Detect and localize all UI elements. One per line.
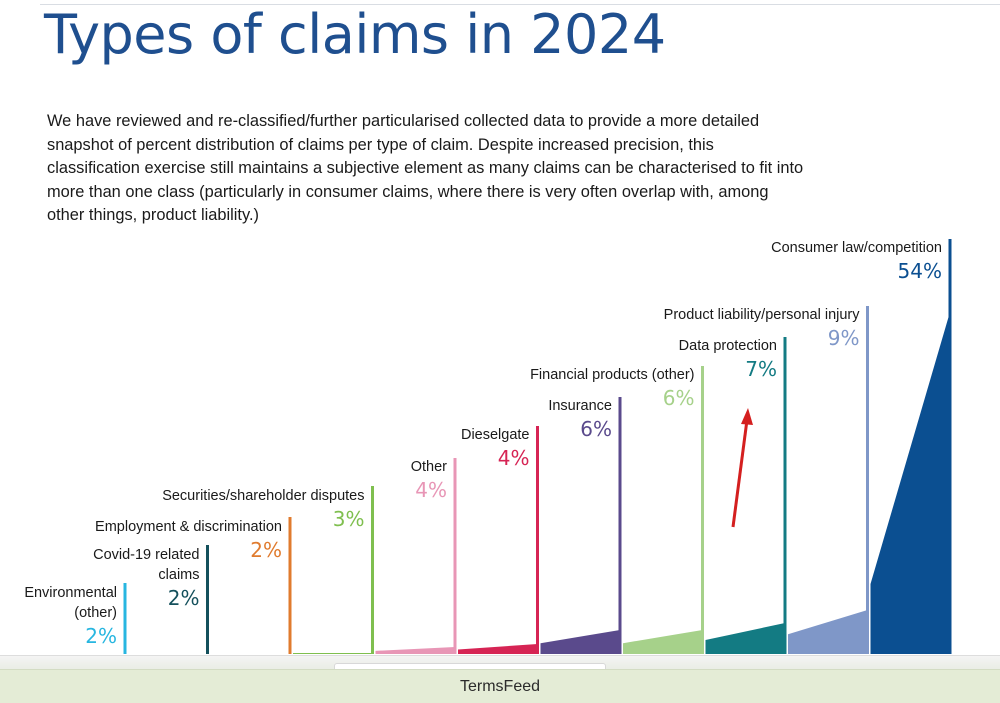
annotation-arrow-head bbox=[741, 408, 753, 425]
claim-percent-label: 7% bbox=[745, 357, 777, 381]
bottom-strip bbox=[0, 655, 1000, 670]
intro-paragraph: We have reviewed and re-classified/furth… bbox=[47, 112, 804, 225]
claim-percent-label: 6% bbox=[580, 417, 612, 441]
claim-category-label: (other) bbox=[74, 605, 117, 621]
claim-category-label: Data protection bbox=[679, 338, 777, 354]
claim-percent-label: 2% bbox=[168, 586, 200, 610]
claim-category-label: Consumer law/competition bbox=[771, 240, 942, 256]
claim-percent-label: 9% bbox=[828, 326, 860, 350]
claim-percent-label: 3% bbox=[333, 507, 365, 531]
claim-area-10 bbox=[870, 312, 950, 654]
claim-category-label: Insurance bbox=[548, 398, 612, 414]
claim-percent-label: 2% bbox=[85, 624, 117, 648]
footer-banner: TermsFeed bbox=[0, 669, 1000, 703]
claim-category-label: Dieselgate bbox=[461, 427, 530, 443]
claim-category-label: Employment & discrimination bbox=[95, 519, 282, 535]
top-divider bbox=[40, 4, 1000, 5]
claim-area-3 bbox=[293, 653, 373, 654]
claim-area-8 bbox=[705, 623, 785, 654]
claim-percent-label: 2% bbox=[250, 538, 282, 562]
claim-percent-label: 54% bbox=[898, 259, 942, 283]
claim-category-label: Covid-19 related bbox=[93, 547, 199, 563]
claim-percent-label: 6% bbox=[663, 386, 695, 410]
claim-area-6 bbox=[540, 630, 620, 654]
claim-category-label: Financial products (other) bbox=[530, 367, 694, 383]
claim-category-label: Environmental bbox=[24, 585, 117, 601]
claim-percent-label: 4% bbox=[498, 446, 530, 470]
claim-area-9 bbox=[788, 610, 868, 654]
annotation-arrow-shaft bbox=[731, 419, 749, 528]
page-title: Types of claims in 2024 bbox=[44, 3, 666, 66]
claim-area-4 bbox=[375, 647, 455, 654]
claim-area-5 bbox=[458, 644, 538, 654]
claim-percent-label: 4% bbox=[415, 478, 447, 502]
claim-area-7 bbox=[623, 630, 703, 654]
claim-category-label: Product liability/personal injury bbox=[664, 307, 861, 323]
claim-category-label: Securities/shareholder disputes bbox=[162, 488, 364, 504]
claim-category-label: Other bbox=[411, 459, 447, 475]
claim-category-label: claims bbox=[158, 567, 199, 583]
